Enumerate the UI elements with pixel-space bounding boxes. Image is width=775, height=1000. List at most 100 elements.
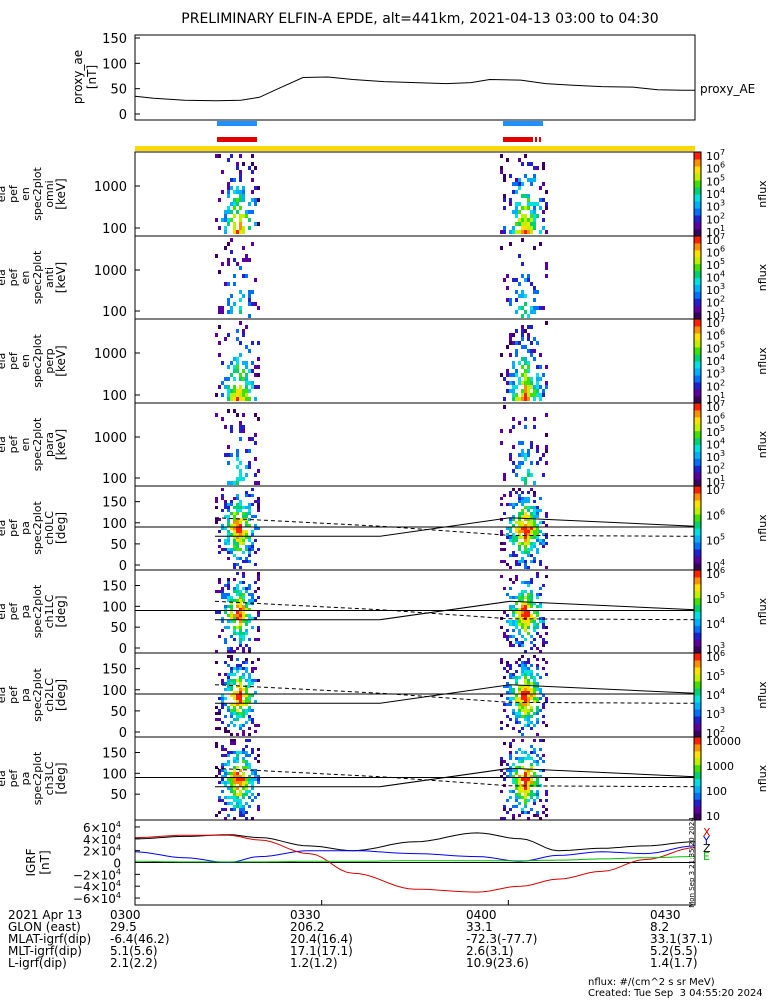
heat-cell — [215, 521, 218, 524]
heat-cell — [518, 715, 521, 718]
heat-cell — [533, 222, 536, 226]
heat-cell — [230, 670, 233, 673]
heat-cell — [227, 506, 230, 509]
heat-cell — [221, 596, 224, 599]
heat-cell — [245, 614, 248, 617]
heat-cell — [527, 194, 530, 198]
heat-cell — [239, 429, 242, 433]
heat-cell — [224, 775, 227, 778]
heat-cell — [506, 763, 509, 766]
heat-cell — [239, 321, 242, 325]
colorbar-swatch — [694, 545, 701, 550]
colorbar-swatch — [694, 646, 701, 651]
heat-cell — [512, 425, 515, 429]
heat-cell — [221, 524, 224, 527]
colorbar-swatch — [694, 768, 701, 773]
heat-cell — [233, 787, 236, 790]
heat-cell — [542, 667, 545, 670]
heat-cell — [248, 775, 251, 778]
heat-cell — [527, 509, 530, 512]
colorbar-swatch — [694, 583, 701, 588]
heat-cell — [539, 230, 542, 234]
heat-cell — [512, 620, 515, 623]
colorbar-swatch — [694, 441, 701, 445]
heat-cell — [239, 626, 242, 629]
heat-cell — [527, 515, 530, 518]
heat-cell — [515, 563, 518, 566]
heat-cell — [239, 703, 242, 706]
heat-cell — [527, 365, 530, 369]
heat-cell — [245, 644, 248, 647]
heat-cell — [251, 545, 254, 548]
heat-cell — [233, 389, 236, 393]
heat-cell — [515, 178, 518, 182]
y-axis-label-line: spec2plot — [31, 584, 44, 638]
heat-cell — [533, 393, 536, 397]
heat-cell — [503, 548, 506, 551]
colorbar-swatch — [694, 496, 701, 501]
heat-cell — [545, 673, 548, 676]
y-tick-exponent: 4 — [116, 832, 121, 841]
heat-cell — [233, 632, 236, 635]
heat-cell — [233, 667, 236, 670]
heat-cell — [512, 644, 515, 647]
heat-cell — [530, 445, 533, 449]
colorbar-swatch — [694, 635, 701, 640]
colorbar-swatch — [694, 757, 701, 762]
heat-cell — [533, 623, 536, 626]
heat-cell — [530, 441, 533, 445]
heat-cell — [536, 214, 539, 218]
heat-cell — [233, 357, 236, 361]
plot-background — [135, 737, 695, 820]
heat-cell — [242, 757, 245, 760]
heat-cell — [536, 790, 539, 793]
heat-cell — [236, 658, 239, 661]
heat-cell — [500, 727, 503, 730]
heat-cell — [236, 494, 239, 497]
heat-cell — [239, 509, 242, 512]
heat-cell — [530, 763, 533, 766]
heat-cell — [533, 349, 536, 353]
colorbar-tick-exponent: 4 — [720, 186, 725, 195]
heat-cell — [509, 772, 512, 775]
heat-cell — [527, 721, 530, 724]
heat-cell — [506, 286, 509, 290]
heat-cell — [509, 503, 512, 506]
heat-cell — [539, 775, 542, 778]
y-axis-label-line: ela — [0, 436, 8, 453]
heat-cell — [527, 811, 530, 814]
heat-cell — [242, 608, 245, 611]
heat-cell — [527, 377, 530, 381]
heat-cell — [215, 218, 218, 222]
heat-cell — [257, 748, 260, 751]
colorbar-swatch — [694, 472, 701, 477]
heat-cell — [248, 763, 251, 766]
heat-cell — [515, 341, 518, 345]
heat-cell — [215, 500, 218, 503]
heat-cell — [533, 557, 536, 560]
heat-cell — [515, 799, 518, 802]
colorbar-swatch — [694, 396, 701, 400]
colorbar-tick-exponent: 5 — [720, 668, 725, 677]
heat-cell — [533, 802, 536, 805]
heat-cell — [533, 481, 536, 485]
heat-cell — [542, 539, 545, 542]
heat-cell — [233, 614, 236, 617]
colorbar-swatch — [694, 159, 701, 163]
heat-cell — [230, 784, 233, 787]
heat-cell — [257, 417, 260, 421]
heat-cell — [224, 682, 227, 685]
heat-cell — [224, 763, 227, 766]
colorbar-swatch — [694, 403, 701, 407]
heat-cell — [503, 560, 506, 563]
heat-cell — [242, 515, 245, 518]
colorbar-tick-exponent: 3 — [720, 282, 725, 291]
heat-cell — [233, 548, 236, 551]
heat-cell — [527, 599, 530, 602]
colorbar-swatch — [694, 677, 701, 682]
colorbar-tick-exponent: 1 — [720, 474, 725, 483]
heat-cell — [242, 709, 245, 712]
heat-cell — [533, 784, 536, 787]
heat-cell — [530, 769, 533, 772]
